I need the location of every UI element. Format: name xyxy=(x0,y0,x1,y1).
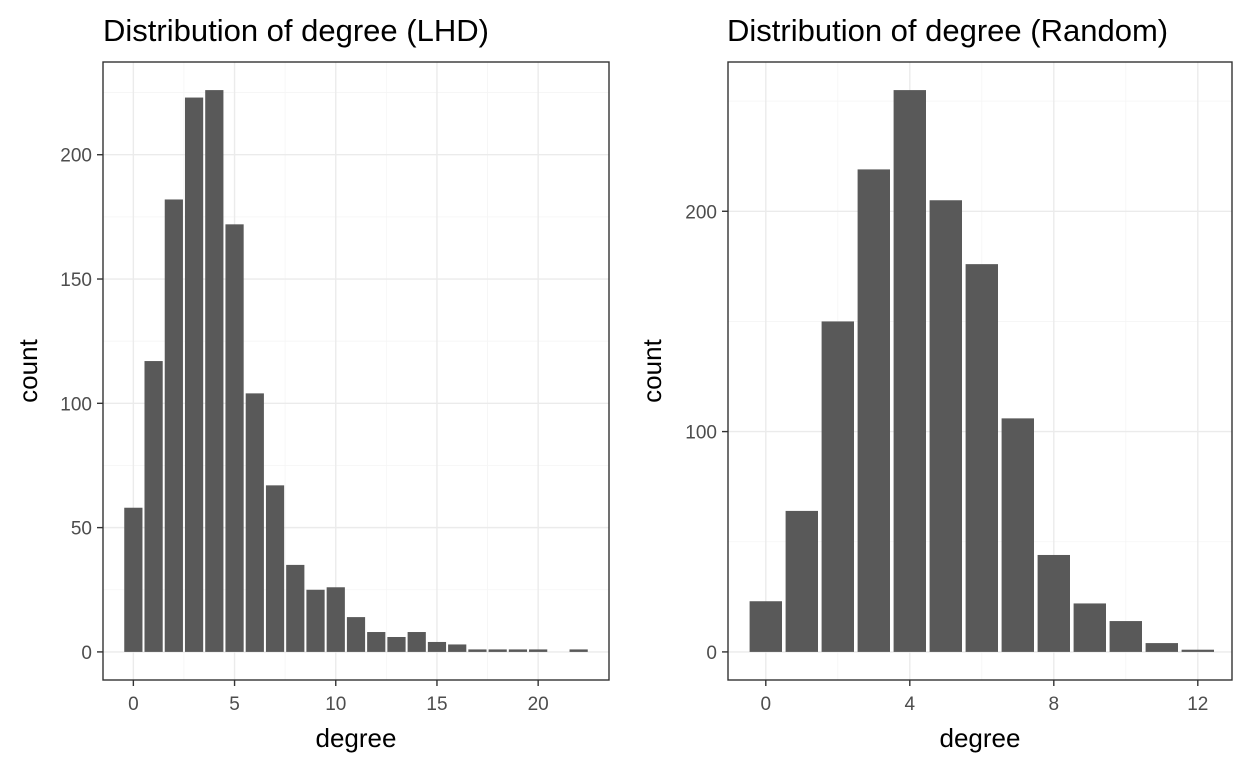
y-tick-label: 100 xyxy=(60,394,92,415)
bar xyxy=(225,224,244,652)
x-tick-label: 5 xyxy=(229,694,240,715)
bar xyxy=(785,510,818,652)
bar xyxy=(387,636,406,652)
x-tick-label: 0 xyxy=(761,694,772,715)
bar xyxy=(144,361,163,652)
x-axis-title: degree xyxy=(316,723,397,753)
bar xyxy=(857,169,890,652)
bar xyxy=(569,649,588,652)
bar xyxy=(205,90,224,652)
panel-border xyxy=(102,61,610,681)
bar xyxy=(1037,554,1070,652)
bar xyxy=(448,644,467,652)
y-tick-label: 200 xyxy=(685,202,717,223)
x-tick-label: 15 xyxy=(426,694,447,715)
bar xyxy=(508,649,528,652)
bar xyxy=(529,649,548,652)
y-tick-label: 100 xyxy=(685,423,717,444)
x-tick-label: 4 xyxy=(905,694,916,715)
bar xyxy=(124,507,143,652)
bar xyxy=(1145,643,1178,652)
bar xyxy=(965,264,998,652)
bar xyxy=(1109,621,1142,652)
bar xyxy=(929,200,962,652)
bar xyxy=(265,485,285,652)
bar xyxy=(346,617,366,652)
chart-title: Distribution of degree (Random) xyxy=(727,13,1168,48)
y-axis-title: count xyxy=(13,338,43,402)
panel-border xyxy=(727,61,1233,681)
chart-title: Distribution of degree (LHD) xyxy=(103,13,489,48)
y-tick-label: 200 xyxy=(60,146,92,167)
chart-panel-1: 0 50 100 150 200 0 5 10 15 20 Distribution of degr… xyxy=(13,13,610,753)
bar xyxy=(367,632,386,652)
bar xyxy=(164,199,183,652)
bar xyxy=(1073,603,1106,652)
bar xyxy=(821,321,854,652)
x-axis-title: degree xyxy=(940,723,1021,753)
bar xyxy=(245,393,264,652)
bar xyxy=(893,90,926,652)
y-tick-label: 150 xyxy=(60,270,92,291)
y-tick-label: 50 xyxy=(71,519,92,540)
bar xyxy=(286,564,305,652)
y-tick-label: 0 xyxy=(706,643,717,664)
x-tick-label: 8 xyxy=(1049,694,1060,715)
bar xyxy=(306,589,325,652)
x-tick-label: 0 xyxy=(128,694,139,715)
bar xyxy=(407,632,426,652)
y-tick-label: 0 xyxy=(81,643,92,664)
bar xyxy=(184,97,204,652)
bar xyxy=(326,587,345,652)
bar xyxy=(1181,649,1214,652)
bar xyxy=(1001,418,1034,652)
y-axis-title: count xyxy=(637,338,667,402)
chart-panel-2: 0 100 200 0 4 8 12 Distribution of degree (Rand… xyxy=(637,13,1233,753)
bar xyxy=(488,649,507,652)
bar xyxy=(468,649,487,652)
bar xyxy=(427,641,447,652)
x-tick-label: 10 xyxy=(325,694,346,715)
x-tick-label: 12 xyxy=(1187,694,1208,715)
x-tick-label: 20 xyxy=(528,694,549,715)
bar xyxy=(749,601,782,652)
